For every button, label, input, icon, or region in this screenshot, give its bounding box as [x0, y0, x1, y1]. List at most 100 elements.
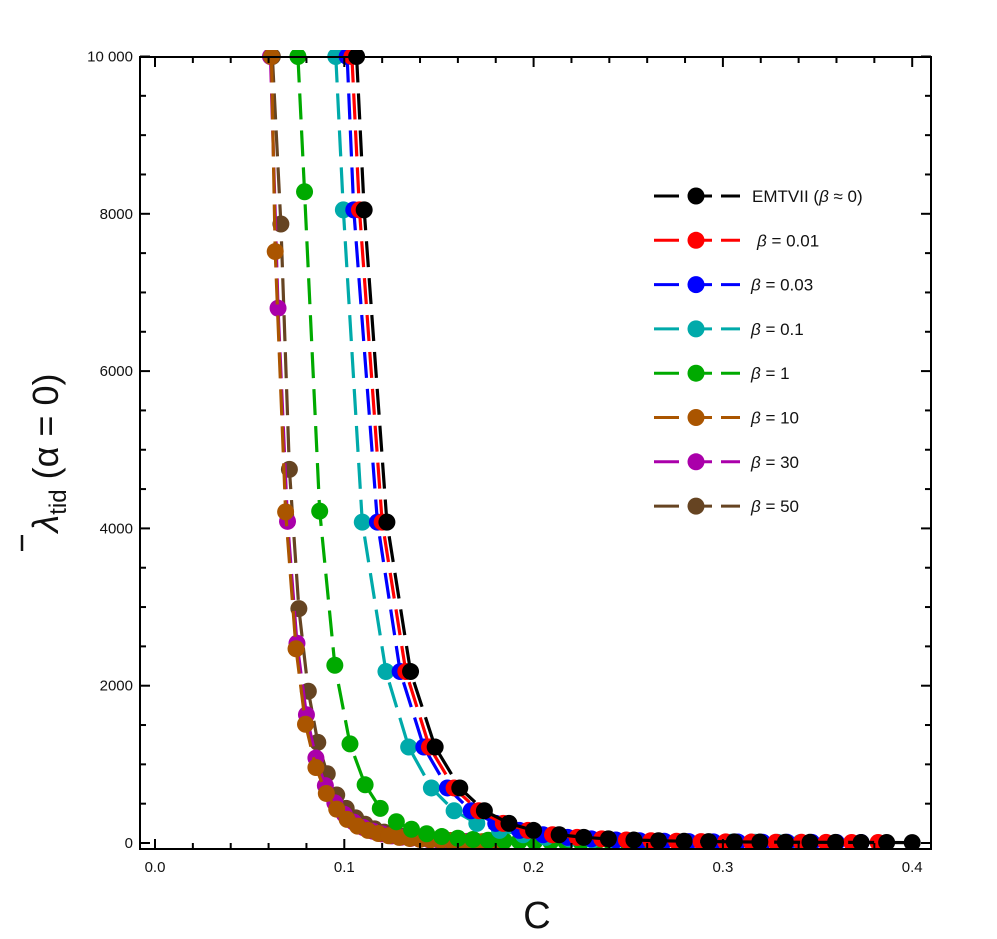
series-0 [348, 50, 921, 850]
series-line [350, 56, 879, 845]
legend-item: β = 0.03 [654, 276, 813, 295]
series-2 [338, 50, 870, 850]
data-point [500, 814, 518, 832]
legend-marker-icon [687, 276, 705, 294]
data-point [328, 800, 346, 818]
x-axis-tick-labels: 0.0 0.1 0.2 0.3 0.4 [145, 859, 923, 876]
data-point [878, 834, 896, 850]
data-point [599, 830, 617, 848]
legend-marker-icon [687, 231, 705, 249]
data-point [475, 802, 493, 820]
legend-marker-icon [687, 409, 705, 426]
legend: EMTVII (β ≈ 0) β = 0.01 β = 0.03 β = 0.1 β =… [654, 187, 863, 516]
legend-item: β = 0.1 [654, 320, 804, 339]
data-point [400, 738, 418, 756]
y-tick-label: 0 [125, 835, 133, 852]
data-point [422, 779, 440, 797]
legend-marker-icon [687, 320, 705, 338]
data-point [341, 735, 359, 753]
data-point [751, 833, 769, 850]
data-point [309, 733, 327, 751]
data-point [378, 513, 396, 531]
legend-label: β = 0.1 [750, 320, 804, 339]
legend-label: β = 30 [750, 453, 799, 472]
data-point [451, 779, 469, 797]
legend-label: β = 1 [750, 364, 790, 383]
legend-marker-icon [687, 364, 705, 382]
y-tick-label: 6000 [100, 363, 133, 380]
data-point [403, 820, 421, 838]
series-4 [289, 50, 667, 850]
y-axis-tick-labels: 0 2000 4000 6000 8000 10 000 [87, 49, 133, 853]
legend-item: β = 1 [654, 364, 790, 383]
legend-item: EMTVII (β ≈ 0) [654, 187, 863, 206]
data-point [269, 299, 287, 317]
legend-item: β = 30 [654, 453, 799, 472]
data-point [307, 758, 325, 776]
data-point [776, 833, 794, 850]
y-tick-label: 10 000 [87, 49, 133, 66]
data-point [449, 829, 467, 847]
data-point [426, 738, 444, 756]
legend-marker-icon [687, 187, 705, 205]
y-tick-label: 8000 [100, 206, 133, 223]
data-point [464, 830, 482, 848]
data-point [356, 776, 374, 794]
data-point [296, 183, 314, 201]
series-line [334, 56, 801, 845]
y-axis-suffix: (α = 0) [25, 374, 66, 480]
data-point [277, 503, 295, 521]
data-point [355, 201, 373, 219]
data-point [445, 802, 463, 820]
y-tick-label: 2000 [100, 678, 133, 695]
data-point [418, 825, 436, 843]
data-point [625, 831, 643, 849]
y-tick-label: 4000 [100, 520, 133, 537]
legend-label: β = 0.01 [756, 231, 819, 250]
data-point [550, 826, 568, 844]
x-tick-label: 0.0 [145, 859, 166, 876]
y-axis-title: λtid (α = 0) [20, 374, 72, 551]
data-point [852, 833, 870, 850]
data-point [326, 656, 344, 674]
plot-frame [139, 56, 932, 850]
svg-text:λtid(α = 0): λtid (α = 0) [25, 374, 72, 535]
series-line [355, 56, 913, 845]
legend-marker-icon [687, 497, 705, 515]
axis-ticks [140, 55, 931, 849]
data-point [287, 640, 305, 658]
data-point [353, 513, 371, 531]
data-point [311, 502, 329, 520]
x-axis-title: C [523, 895, 550, 937]
series-6 [261, 50, 486, 850]
data-point [433, 828, 451, 846]
x-tick-label: 0.4 [902, 859, 923, 876]
legend-label: β = 50 [750, 497, 799, 516]
data-point [525, 821, 543, 839]
series-3 [327, 50, 810, 850]
data-point [650, 832, 668, 850]
legend-item: β = 0.01 [654, 231, 819, 250]
y-axis-subscript: tid [45, 489, 72, 514]
x-tick-label: 0.2 [523, 859, 544, 876]
data-point [402, 663, 420, 681]
data-point [675, 832, 693, 850]
data-point [296, 715, 314, 733]
legend-label: EMTVII (β ≈ 0) [752, 187, 863, 206]
series-layer [261, 50, 921, 850]
data-point [317, 784, 335, 802]
legend-item: β = 50 [654, 497, 799, 516]
data-point [377, 663, 395, 681]
y-axis-symbol: λ [25, 515, 66, 535]
data-point [725, 833, 743, 850]
legend-label: β = 0.03 [750, 276, 813, 295]
data-point [575, 828, 593, 846]
series-5 [262, 50, 512, 850]
legend-marker-icon [687, 453, 705, 471]
data-point [371, 799, 389, 817]
x-tick-label: 0.3 [712, 859, 733, 876]
data-point [387, 813, 405, 831]
series-7 [263, 50, 486, 850]
series-line [345, 56, 862, 845]
